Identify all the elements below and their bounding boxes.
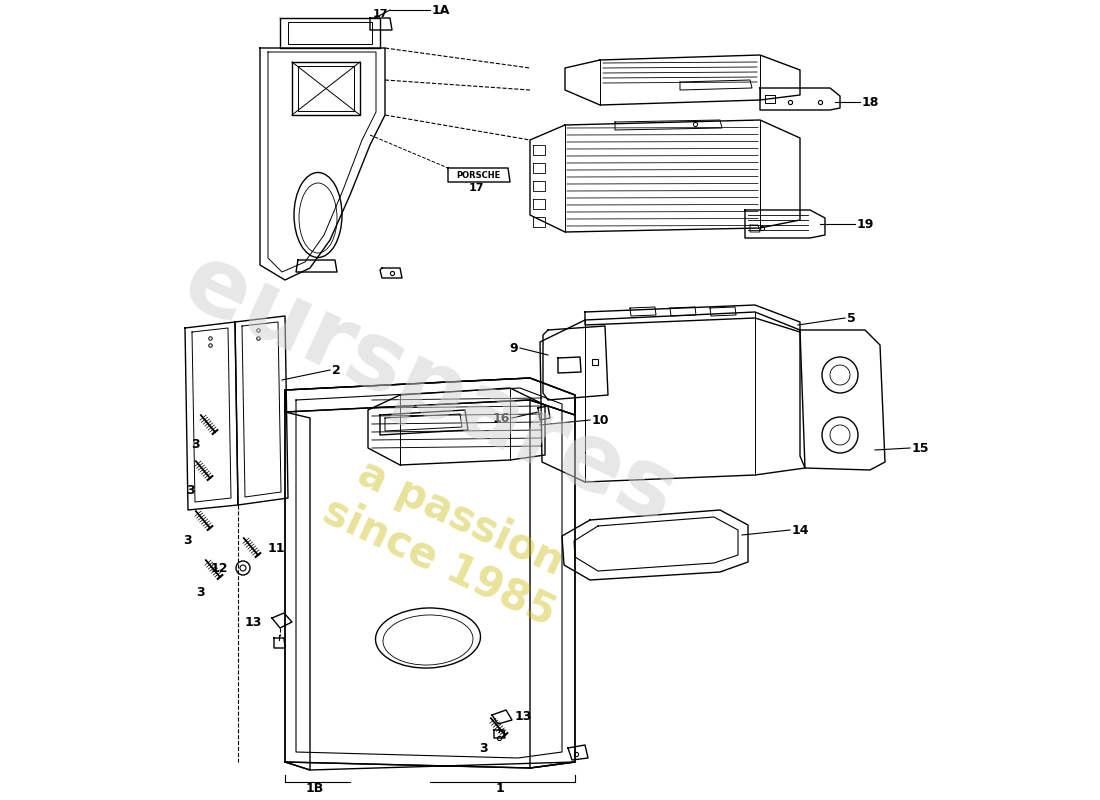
Text: 11: 11 <box>268 542 286 554</box>
Text: 5: 5 <box>847 311 856 325</box>
Text: 13: 13 <box>244 615 262 629</box>
Text: 18: 18 <box>862 95 879 109</box>
Text: 13: 13 <box>515 710 532 723</box>
Text: 19: 19 <box>857 218 874 230</box>
Text: 17: 17 <box>372 9 387 19</box>
Text: 3: 3 <box>480 742 488 754</box>
Text: 3: 3 <box>197 586 205 598</box>
Text: 2: 2 <box>332 363 341 377</box>
Text: 15: 15 <box>912 442 930 454</box>
Text: 3: 3 <box>191 438 200 451</box>
Text: 1B: 1B <box>306 782 324 794</box>
Text: 12: 12 <box>210 562 228 574</box>
Text: 1: 1 <box>496 782 505 794</box>
Text: 3: 3 <box>184 534 192 546</box>
Text: a passion
since 1985: a passion since 1985 <box>317 446 583 634</box>
Text: 14: 14 <box>792 523 810 537</box>
Text: 16: 16 <box>493 411 510 425</box>
Text: 1A: 1A <box>432 3 450 17</box>
Text: 9: 9 <box>509 342 518 354</box>
Text: 17: 17 <box>469 183 484 193</box>
Text: 10: 10 <box>592 414 609 426</box>
Text: 3: 3 <box>186 483 195 497</box>
Text: PORSCHE: PORSCHE <box>455 170 500 179</box>
Text: eurspares: eurspares <box>169 236 691 544</box>
